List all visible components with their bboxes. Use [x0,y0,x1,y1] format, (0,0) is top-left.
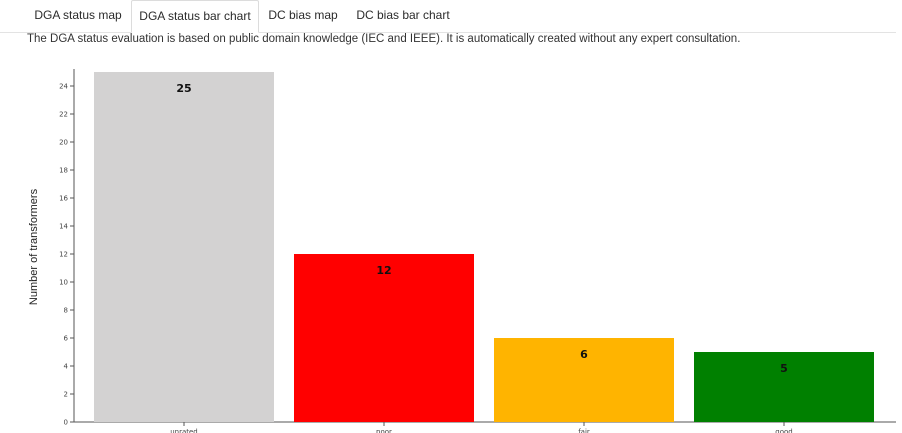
x-category-poor: poor [376,428,392,433]
y-axis-label: Number of transformers [28,188,40,305]
tab-dc-bias-bar-chart[interactable]: DC bias bar chart [356,8,450,22]
y-tick-label: 22 [59,111,68,119]
data-label-fair: 6 [580,348,588,361]
tab-dga-status-map[interactable]: DGA status map [34,8,122,22]
y-tick-label: 4 [64,363,69,371]
x-axis-categories: unrated poor fair good [170,422,793,433]
x-category-unrated: unrated [170,428,198,433]
data-label-poor: 12 [376,264,391,277]
bar-unrated[interactable] [94,72,274,422]
y-tick-label: 12 [59,251,68,259]
y-tick-label: 8 [64,307,68,315]
bar-poor[interactable] [294,254,474,422]
y-tick-label: 16 [59,195,68,203]
data-labels: 25 12 6 5 [176,82,787,375]
x-category-good: good [775,428,792,433]
data-label-unrated: 25 [176,82,191,95]
y-tick-label: 18 [59,167,68,175]
y-tick-label: 20 [59,139,68,147]
tab-dga-status-bar-chart[interactable]: DGA status bar chart [131,0,259,33]
tab-dc-bias-map[interactable]: DC bias map [268,8,338,22]
y-tick-label: 24 [59,83,68,91]
bar-fair[interactable] [494,338,674,422]
data-label-good: 5 [780,362,788,375]
evaluation-description: The DGA status evaluation is based on pu… [27,33,741,45]
y-tick-label: 0 [64,419,68,427]
bars [94,72,874,422]
y-tick-label: 6 [64,335,69,343]
y-tick-label: 14 [59,223,68,231]
x-category-fair: fair [578,428,590,433]
y-tick-label: 2 [64,391,68,399]
y-tick-label: 10 [59,279,68,287]
bar-good[interactable] [694,352,874,422]
tab-bar: DGA status map DGA status bar chart DC b… [0,0,896,33]
